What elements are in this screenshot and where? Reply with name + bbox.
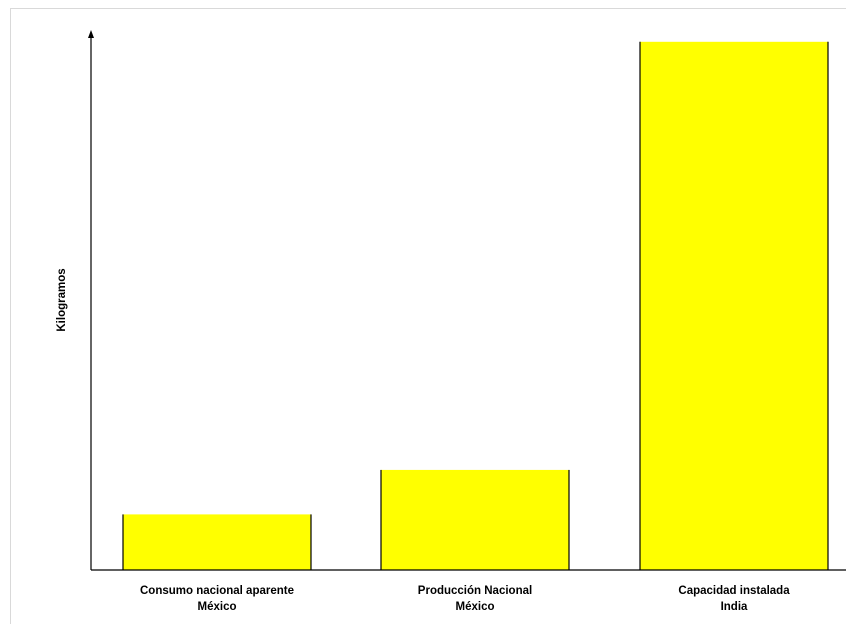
bar-2 xyxy=(381,469,569,570)
chart-frame xyxy=(10,8,846,624)
x-tick-label-2-line-2: México xyxy=(456,601,495,613)
y-axis-title: Kilogramos xyxy=(56,268,68,331)
x-tick-label-1-line-2: México xyxy=(198,601,237,613)
y-axis-arrow-icon xyxy=(88,30,94,38)
x-tick-label-1-line-1: Consumo nacional aparente xyxy=(140,585,294,597)
x-tick-label-2-line-1: Producción Nacional xyxy=(418,585,532,597)
bar-3 xyxy=(640,41,828,571)
bar-1 xyxy=(123,514,311,570)
x-tick-label-3-line-1: Capacidad instalada xyxy=(678,585,790,597)
bars-group xyxy=(122,41,829,571)
x-tick-labels: Consumo nacional aparente México Producció… xyxy=(140,585,790,613)
x-tick-label-3-line-2: India xyxy=(721,601,748,613)
